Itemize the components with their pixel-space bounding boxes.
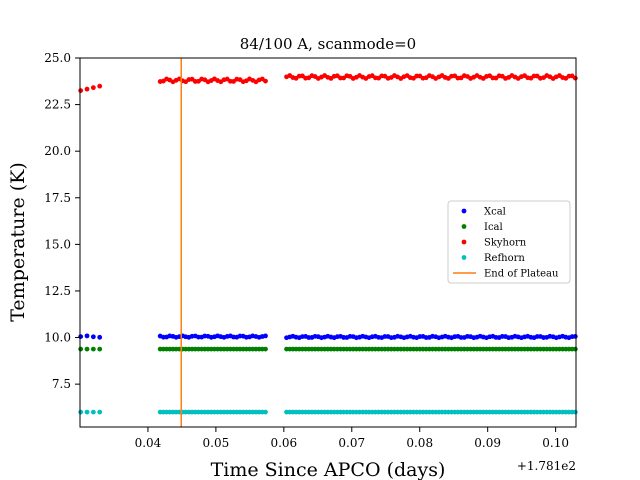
legend-box bbox=[447, 200, 571, 284]
data-point-skyhorn bbox=[84, 86, 90, 92]
legend-marker bbox=[461, 239, 467, 245]
data-point-refhorn bbox=[572, 409, 578, 415]
x-offset-label: +1.781e2 bbox=[517, 459, 576, 473]
y-tick-label: 10.0 bbox=[44, 331, 71, 345]
data-point-xcal bbox=[78, 334, 84, 340]
data-point-refhorn bbox=[97, 409, 103, 415]
series-skyhorn bbox=[78, 73, 578, 94]
data-point-skyhorn bbox=[97, 83, 103, 89]
y-tick-label: 7.5 bbox=[52, 377, 71, 391]
legend-label: Skyhorn bbox=[484, 238, 527, 249]
data-point-ical bbox=[97, 346, 103, 352]
data-point-ical bbox=[572, 346, 578, 352]
data-point-ical bbox=[78, 346, 84, 352]
data-point-refhorn bbox=[90, 409, 96, 415]
legend-marker bbox=[461, 255, 467, 260]
data-point-ical bbox=[84, 346, 90, 352]
x-tick-label: 0.06 bbox=[270, 436, 297, 450]
plot-marks bbox=[78, 58, 578, 427]
data-point-refhorn bbox=[78, 409, 84, 415]
x-axis-label: Time Since APCO (days) bbox=[211, 459, 446, 480]
data-point-xcal bbox=[90, 334, 96, 340]
data-point-refhorn bbox=[263, 409, 268, 415]
data-point-skyhorn bbox=[572, 75, 578, 81]
x-tick-label: 0.09 bbox=[474, 436, 501, 450]
y-tick-label: 12.5 bbox=[44, 284, 71, 298]
legend-marker bbox=[461, 208, 467, 214]
y-tick-label: 17.5 bbox=[44, 191, 71, 205]
data-point-xcal bbox=[572, 333, 578, 339]
data-point-skyhorn bbox=[90, 85, 96, 91]
legend-label: Refhorn bbox=[484, 253, 525, 264]
x-tick-label: 0.05 bbox=[203, 436, 230, 450]
data-point-skyhorn bbox=[263, 78, 268, 84]
data-point-ical bbox=[90, 346, 96, 352]
chart-title: 84/100 A, scanmode=0 bbox=[240, 35, 416, 53]
data-point-skyhorn bbox=[78, 88, 84, 94]
legend-label: End of Plateau bbox=[484, 269, 559, 280]
y-tick-label: 25.0 bbox=[44, 51, 71, 65]
data-point-refhorn bbox=[84, 409, 90, 415]
plot-frame bbox=[79, 57, 577, 428]
x-tick-label: 0.04 bbox=[135, 436, 162, 450]
x-tick-label: 0.10 bbox=[542, 436, 569, 450]
legend: Xcal Ical Skyhorn Refhorn End of Plateau bbox=[447, 200, 571, 284]
data-point-xcal bbox=[263, 333, 268, 339]
y-tick-label: 22.5 bbox=[44, 98, 71, 112]
x-tick-label: 0.07 bbox=[338, 436, 365, 450]
series-ical bbox=[78, 346, 578, 352]
data-point-ical bbox=[263, 346, 268, 352]
y-axis: 7.5 10.0 12.5 15.0 17.5 20.0 22.5 25.0 bbox=[44, 51, 80, 391]
data-point-xcal bbox=[97, 334, 103, 340]
series-xcal bbox=[78, 333, 578, 341]
legend-label: Xcal bbox=[484, 207, 506, 218]
series-refhorn bbox=[78, 409, 578, 415]
x-tick-label: 0.08 bbox=[406, 436, 433, 450]
legend-label: Ical bbox=[484, 222, 503, 233]
y-axis-label: Temperature (K) bbox=[7, 162, 29, 322]
legend-marker bbox=[461, 224, 467, 229]
x-axis: 0.04 0.05 0.06 0.07 0.08 0.09 0.10 bbox=[135, 427, 569, 450]
data-point-xcal bbox=[84, 333, 90, 339]
y-tick-label: 20.0 bbox=[44, 144, 71, 158]
y-tick-label: 15.0 bbox=[44, 237, 71, 251]
